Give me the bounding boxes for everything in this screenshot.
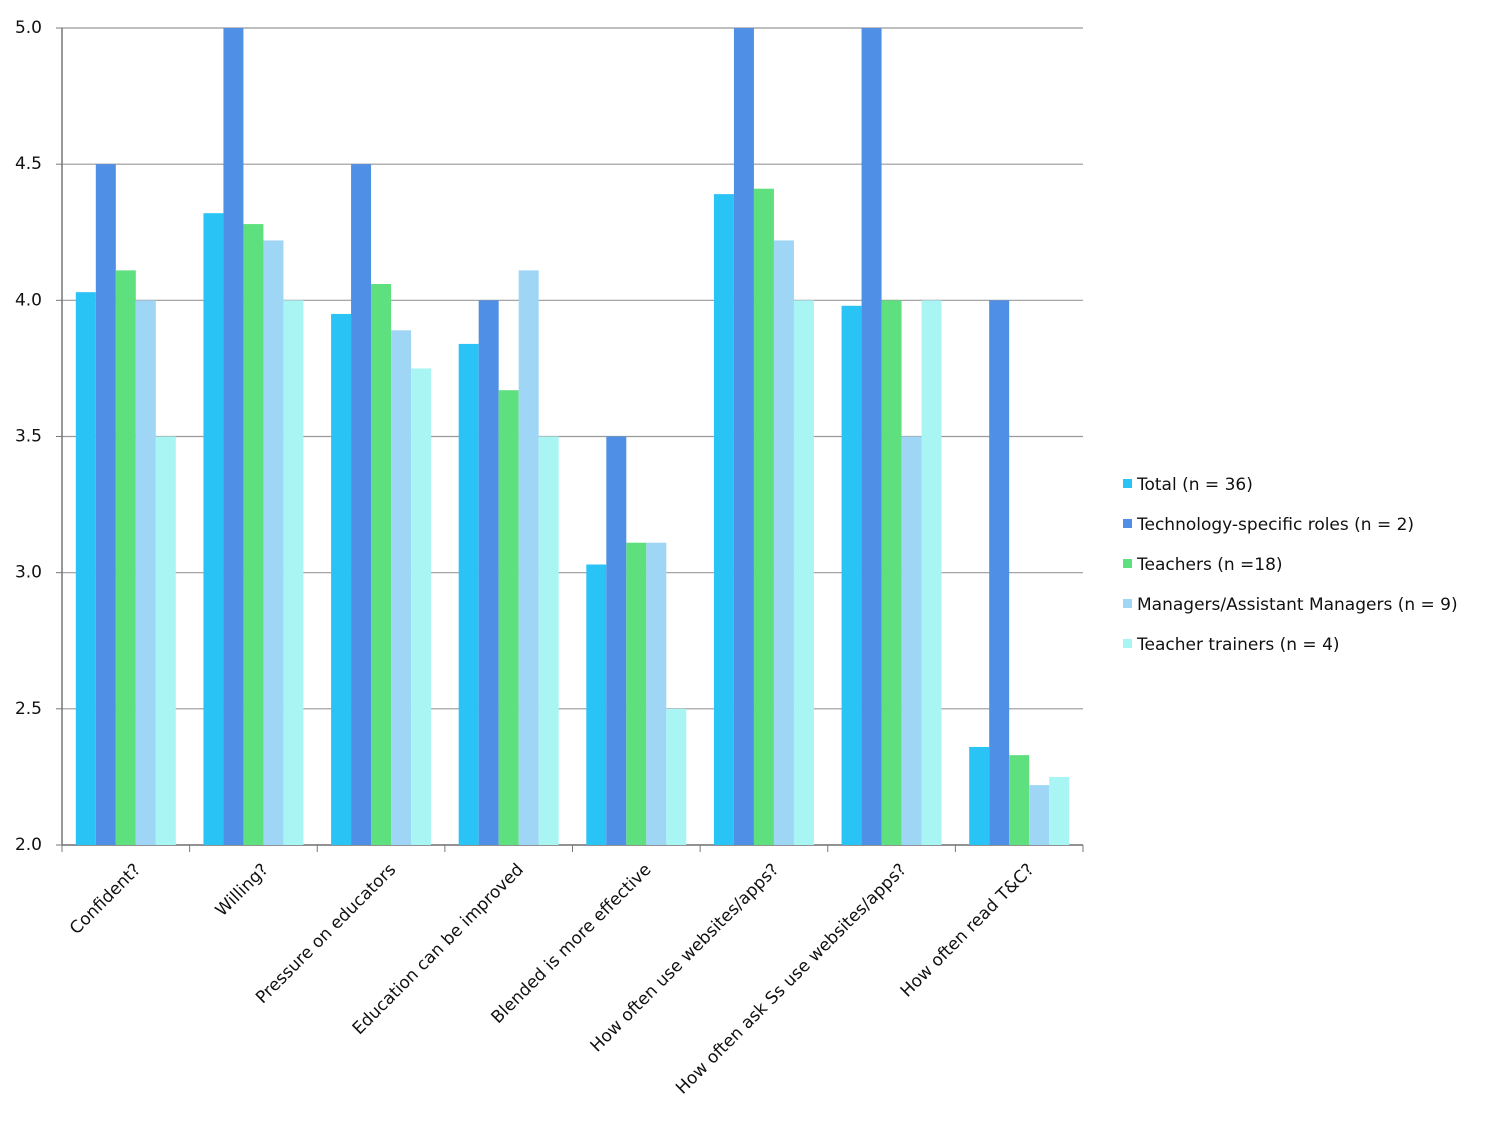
bar bbox=[411, 368, 432, 845]
y-tick-label: 2.5 bbox=[15, 699, 42, 719]
y-tick-label: 5.0 bbox=[15, 18, 42, 38]
bar bbox=[351, 164, 372, 845]
bar bbox=[115, 270, 136, 845]
y-tick-label: 2.0 bbox=[15, 835, 42, 855]
bar bbox=[881, 300, 902, 845]
legend-swatch bbox=[1123, 559, 1132, 568]
bar bbox=[626, 542, 647, 845]
x-tick-label: Confident? bbox=[66, 860, 145, 939]
bar bbox=[841, 305, 862, 845]
bar bbox=[646, 542, 667, 845]
bar bbox=[75, 292, 96, 845]
y-tick-label: 4.0 bbox=[15, 290, 42, 310]
bar bbox=[606, 436, 627, 845]
bar bbox=[793, 300, 814, 845]
bar bbox=[713, 194, 734, 845]
legend-label: Teacher trainers (n = 4) bbox=[1136, 635, 1340, 655]
legend-label: Total (n = 36) bbox=[1136, 475, 1253, 495]
y-tick-label: 3.0 bbox=[15, 563, 42, 583]
y-tick-label: 4.5 bbox=[15, 154, 42, 174]
bar bbox=[773, 240, 794, 846]
bar bbox=[518, 270, 539, 845]
legend-swatch bbox=[1123, 639, 1132, 648]
bar bbox=[1029, 785, 1050, 845]
bar bbox=[901, 436, 922, 845]
bar bbox=[478, 300, 499, 845]
legend-label: Teachers (n =18) bbox=[1136, 555, 1283, 575]
bar bbox=[243, 224, 264, 845]
legend-swatch bbox=[1123, 479, 1132, 488]
bar bbox=[203, 213, 224, 846]
bar bbox=[753, 188, 774, 846]
bar bbox=[223, 28, 244, 845]
bar bbox=[1009, 755, 1030, 845]
y-tick-label: 3.5 bbox=[15, 427, 42, 447]
x-tick-label: How often ask Ss use websites/apps? bbox=[672, 860, 910, 1098]
bar bbox=[95, 164, 116, 845]
legend-label: Managers/Assistant Managers (n = 9) bbox=[1137, 595, 1458, 615]
legend-swatch bbox=[1123, 519, 1132, 528]
x-tick-label: How often read T&C? bbox=[897, 860, 1038, 1001]
legend-label: Technology-specific roles (n = 2) bbox=[1136, 515, 1414, 535]
bar bbox=[989, 300, 1010, 845]
bar bbox=[283, 300, 304, 845]
legend-swatch bbox=[1123, 599, 1132, 608]
bar bbox=[586, 564, 607, 845]
bar bbox=[538, 436, 559, 845]
bar bbox=[331, 313, 352, 845]
bar bbox=[1049, 776, 1070, 845]
bar bbox=[155, 436, 176, 845]
x-tick-label: Willing? bbox=[212, 860, 273, 921]
bar bbox=[458, 343, 479, 845]
bar bbox=[666, 708, 687, 845]
bar bbox=[733, 28, 754, 845]
bar bbox=[498, 390, 519, 845]
bar bbox=[391, 330, 412, 845]
bar bbox=[263, 240, 284, 846]
bar bbox=[135, 300, 156, 845]
bar bbox=[921, 300, 942, 845]
bar bbox=[861, 28, 882, 845]
x-tick-label: Pressure on educators bbox=[252, 860, 400, 1008]
bar bbox=[371, 283, 392, 845]
bar bbox=[969, 746, 990, 845]
